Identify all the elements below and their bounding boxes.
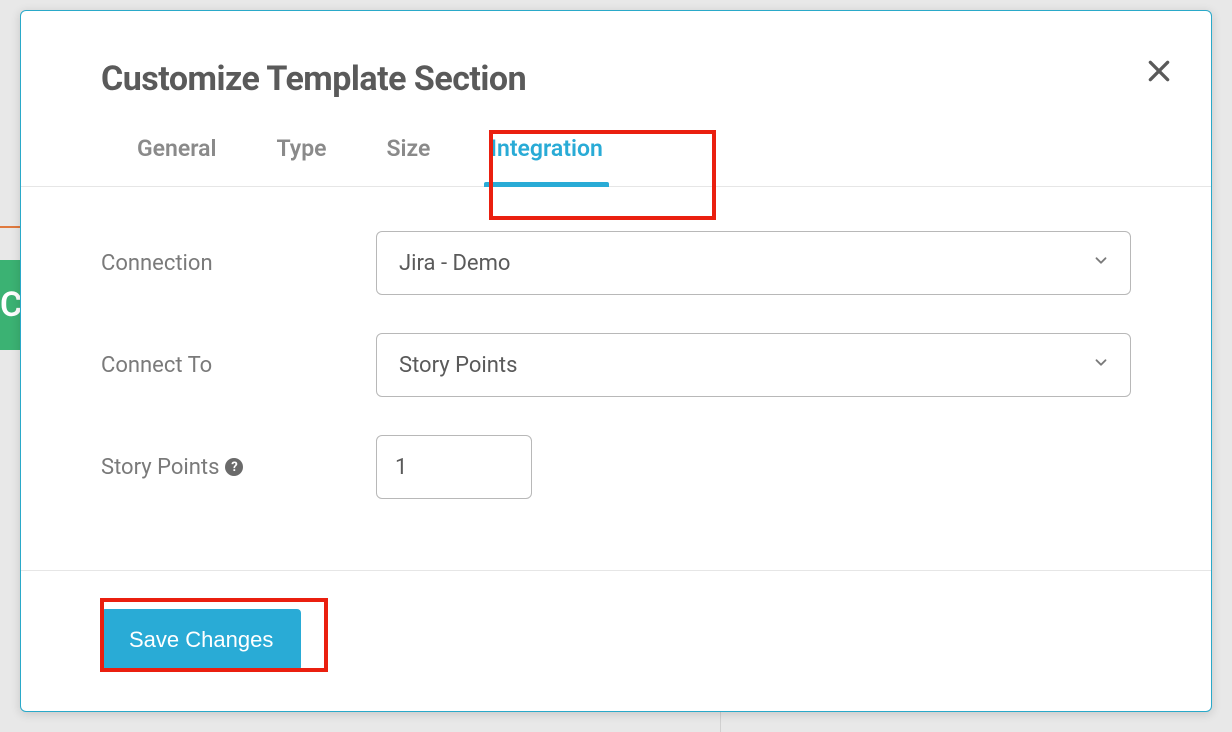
label-connect-to: Connect To (101, 353, 376, 378)
modal-footer: Save Changes (21, 570, 1211, 711)
help-icon[interactable]: ? (225, 458, 243, 476)
label-connection: Connection (101, 251, 376, 276)
tab-label: Size (387, 135, 431, 162)
tab-general[interactable]: General (131, 135, 223, 186)
select-connect-to[interactable]: Story Points (376, 333, 1131, 397)
tab-size[interactable]: Size (381, 135, 437, 186)
close-button[interactable] (1141, 55, 1177, 91)
label-text: Story Points (101, 455, 219, 480)
background-green-panel: C (0, 260, 20, 350)
label-text: Connect To (101, 353, 212, 378)
label-story-points: Story Points ? (101, 455, 376, 480)
select-value: Jira - Demo (399, 251, 510, 276)
background-accent-line (0, 226, 20, 228)
chevron-down-icon (1092, 353, 1110, 378)
background-partial-text: C (0, 285, 20, 325)
row-story-points: Story Points ? (101, 435, 1131, 499)
save-changes-button[interactable]: Save Changes (101, 609, 301, 671)
button-label: Save Changes (129, 627, 273, 652)
close-icon (1146, 58, 1172, 88)
tab-label: General (137, 135, 217, 162)
row-connect-to: Connect To Story Points (101, 333, 1131, 397)
form-body: Connection Jira - Demo Connect To Story … (21, 187, 1211, 570)
select-connection[interactable]: Jira - Demo (376, 231, 1131, 295)
modal-title: Customize Template Section (101, 59, 1131, 99)
background-divider (720, 712, 721, 732)
tab-bar: General Type Size Integration (21, 99, 1211, 187)
tab-integration[interactable]: Integration (484, 135, 608, 186)
input-story-points[interactable] (376, 435, 532, 499)
modal-header: Customize Template Section (21, 11, 1211, 99)
chevron-down-icon (1092, 251, 1110, 276)
tab-label: Type (277, 135, 327, 162)
row-connection: Connection Jira - Demo (101, 231, 1131, 295)
tab-type[interactable]: Type (271, 135, 333, 186)
tab-label: Integration (490, 135, 602, 162)
label-text: Connection (101, 251, 213, 276)
customize-template-modal: Customize Template Section General Type … (20, 10, 1212, 712)
select-value: Story Points (399, 353, 517, 378)
